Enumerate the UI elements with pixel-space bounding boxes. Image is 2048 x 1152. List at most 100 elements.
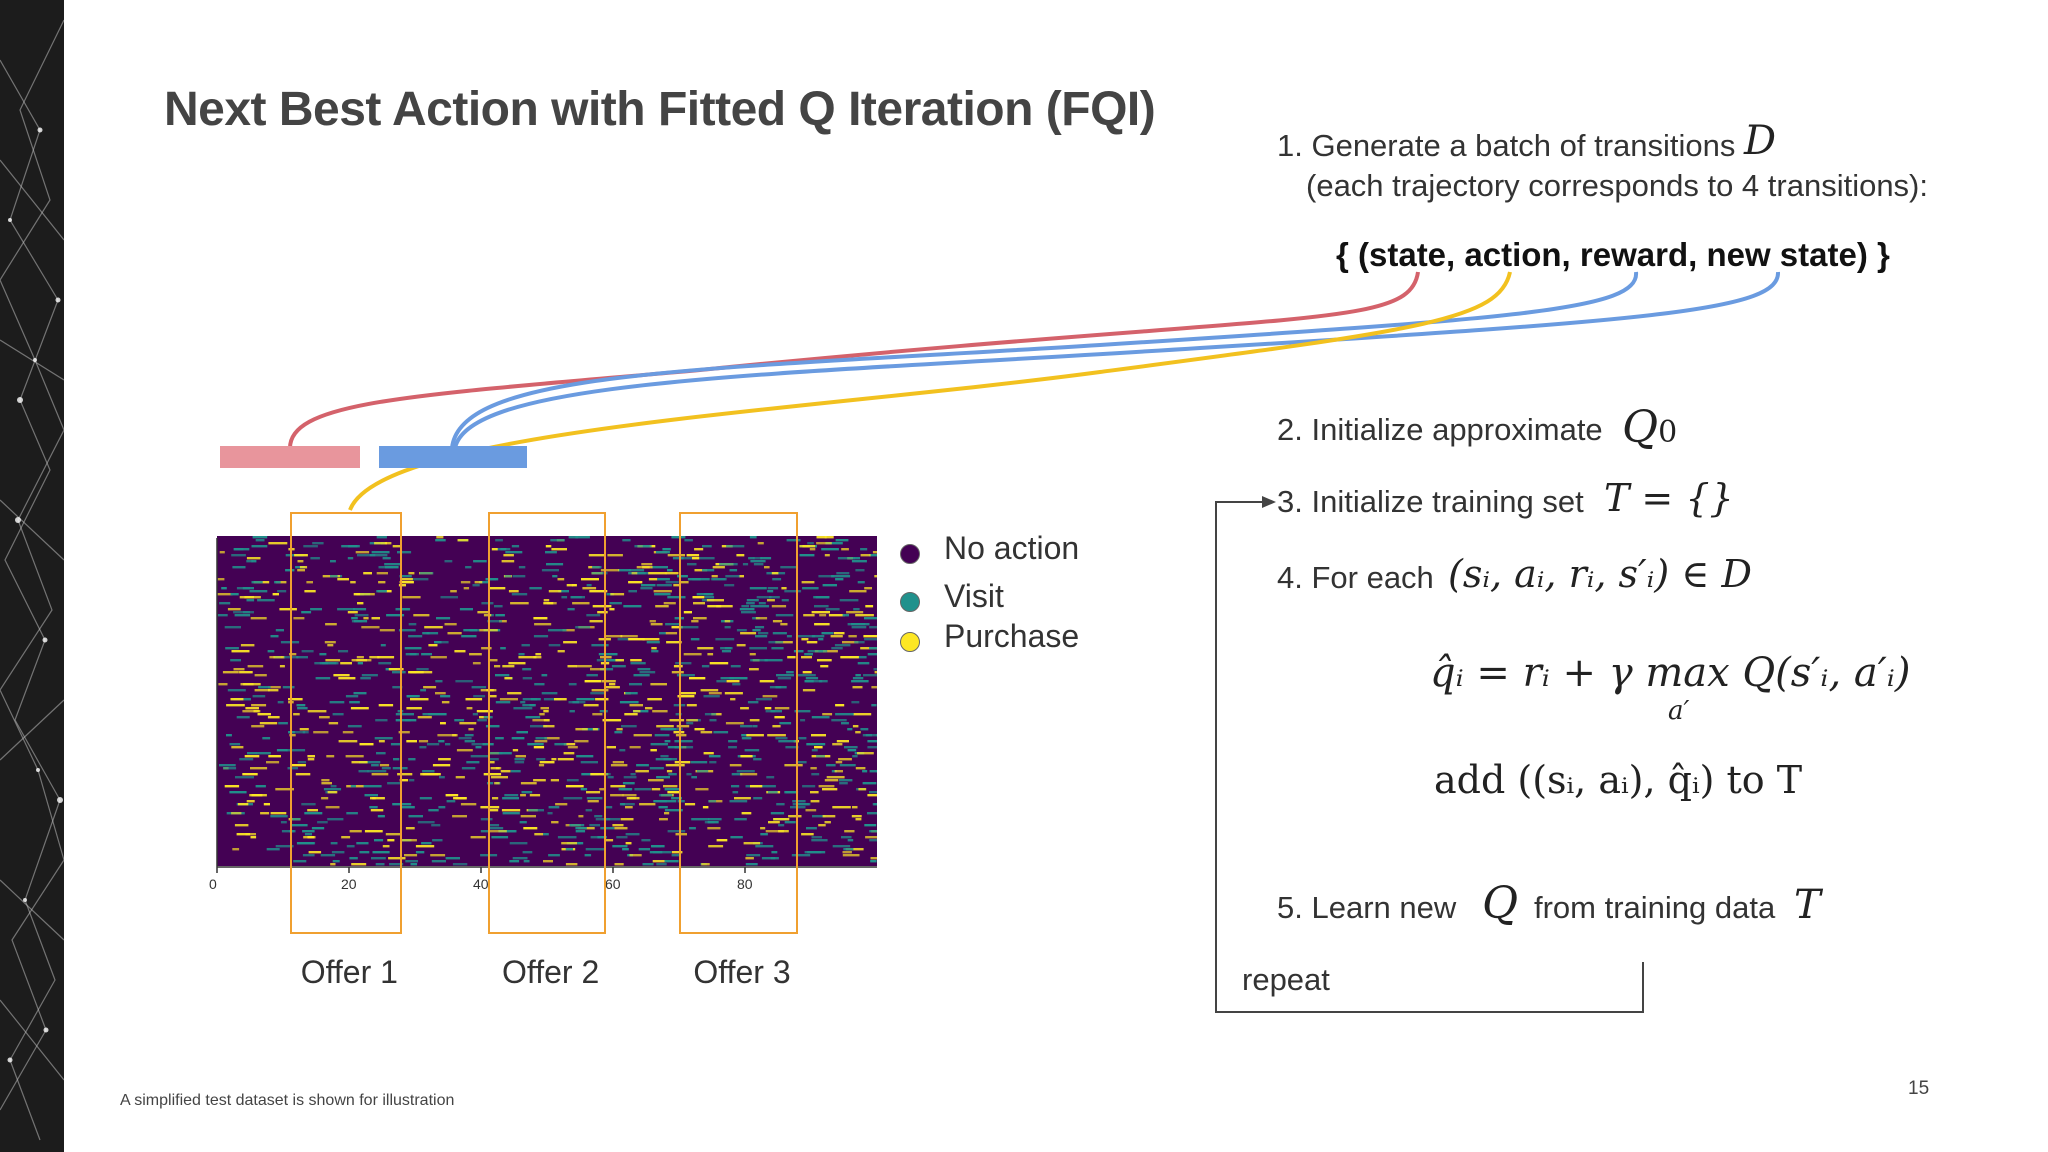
heatmap-cell <box>811 635 825 638</box>
heatmap-cell <box>691 620 699 623</box>
heatmap-cell <box>245 707 259 710</box>
heatmap-cell <box>302 830 315 833</box>
heatmap-cell <box>257 713 271 716</box>
heatmap-cell <box>822 650 838 653</box>
heatmap-cell <box>572 701 579 704</box>
heatmap-cell <box>534 740 548 743</box>
heatmap-cell <box>849 590 867 593</box>
heatmap-cell <box>629 746 641 749</box>
heatmap-cell <box>674 740 693 743</box>
heatmap-cell <box>775 737 788 740</box>
heatmap-cell <box>858 788 867 791</box>
heatmap-cell <box>748 557 755 560</box>
heatmap-cell <box>427 743 440 746</box>
heatmap-cell <box>480 830 489 833</box>
heatmap-cell <box>231 746 244 749</box>
heatmap-cell <box>781 599 789 602</box>
heatmap-cell <box>255 785 266 788</box>
heatmap-cell <box>351 617 358 620</box>
heatmap-cell <box>811 611 830 614</box>
heatmap-cell <box>694 569 708 572</box>
heatmap-cell <box>296 656 308 659</box>
heatmap-cell <box>719 563 738 566</box>
heatmap-cell <box>591 689 609 692</box>
heatmap-cell <box>522 698 538 701</box>
heatmap-cell <box>376 536 387 539</box>
heatmap-cell <box>461 767 476 770</box>
heatmap-cell <box>544 737 560 740</box>
heatmap-cell <box>801 638 809 641</box>
heatmap-cell <box>404 854 418 857</box>
heatmap-cell <box>572 602 590 605</box>
heatmap-cell <box>721 650 731 653</box>
heatmap-cell <box>436 536 444 539</box>
heatmap-cell <box>317 821 328 824</box>
heatmap-cell <box>325 806 340 809</box>
heatmap-cell <box>217 578 225 581</box>
heatmap-cell <box>247 752 257 755</box>
heatmap-cell <box>561 596 568 599</box>
heatmap-cell <box>835 578 844 581</box>
heatmap-cell <box>867 740 877 743</box>
decorative-side-strip <box>0 0 64 1152</box>
heatmap-cell <box>852 713 872 716</box>
heatmap-cell <box>440 722 446 725</box>
heatmap-cell <box>495 701 511 704</box>
heatmap-cell <box>816 536 827 539</box>
heatmap-cell <box>665 572 679 575</box>
heatmap-cell <box>494 782 500 785</box>
heatmap-cell <box>554 698 567 701</box>
heatmap-cell <box>589 620 603 623</box>
heatmap-cell <box>540 707 549 710</box>
heatmap-cell <box>820 665 829 668</box>
heatmap-cell <box>404 647 422 650</box>
heatmap-cell <box>595 698 609 701</box>
heatmap-cell <box>691 818 710 821</box>
heatmap-cell <box>409 779 415 782</box>
heatmap-cell <box>242 587 254 590</box>
heatmap-cell <box>630 662 646 665</box>
heatmap-cell <box>724 620 731 623</box>
heatmap-cell <box>667 554 685 557</box>
heatmap-cell <box>824 779 839 782</box>
heatmap-cell <box>239 671 253 674</box>
heatmap-cell <box>821 548 839 551</box>
heatmap-cell <box>810 791 819 794</box>
heatmap-cell <box>633 734 652 737</box>
heatmap-cell <box>746 602 755 605</box>
heatmap-cell <box>297 842 315 845</box>
offer-frame-2 <box>487 512 607 934</box>
heatmap-cell <box>656 551 670 554</box>
heatmap-cell <box>293 860 307 863</box>
heatmap-cell <box>681 692 696 695</box>
heatmap-cell <box>504 794 519 797</box>
heatmap-cell <box>812 815 826 818</box>
heatmap-cell <box>657 578 670 581</box>
heatmap-cell <box>275 581 287 584</box>
heatmap-cell <box>798 737 807 740</box>
heatmap-cell <box>835 539 849 542</box>
heatmap-cell <box>746 854 761 857</box>
heatmap-cell <box>869 830 877 833</box>
heatmap-cell <box>372 797 385 800</box>
heatmap-cell <box>550 779 559 782</box>
heatmap-cell <box>708 818 722 821</box>
heatmap-cell <box>636 764 649 767</box>
heatmap-cell <box>716 680 727 683</box>
add-to-training-set-formula: add ((sᵢ, aᵢ), q̂ᵢ) to T <box>1434 758 1803 802</box>
heatmap-cell <box>753 797 763 800</box>
heatmap-cell <box>345 695 359 698</box>
heatmap-cell <box>356 593 375 596</box>
heatmap-cell <box>495 737 504 740</box>
heatmap-cell <box>302 731 309 734</box>
heatmap-cell <box>523 860 530 863</box>
heatmap-cell <box>450 590 457 593</box>
heatmap-cell <box>355 551 370 554</box>
heatmap-cell <box>642 638 660 641</box>
heatmap-cell <box>656 725 674 728</box>
heatmap-cell <box>219 551 225 554</box>
heatmap-cell <box>695 788 709 791</box>
heatmap-cell <box>703 695 720 698</box>
heatmap-cell <box>263 803 270 806</box>
heatmap-cell <box>708 800 717 803</box>
